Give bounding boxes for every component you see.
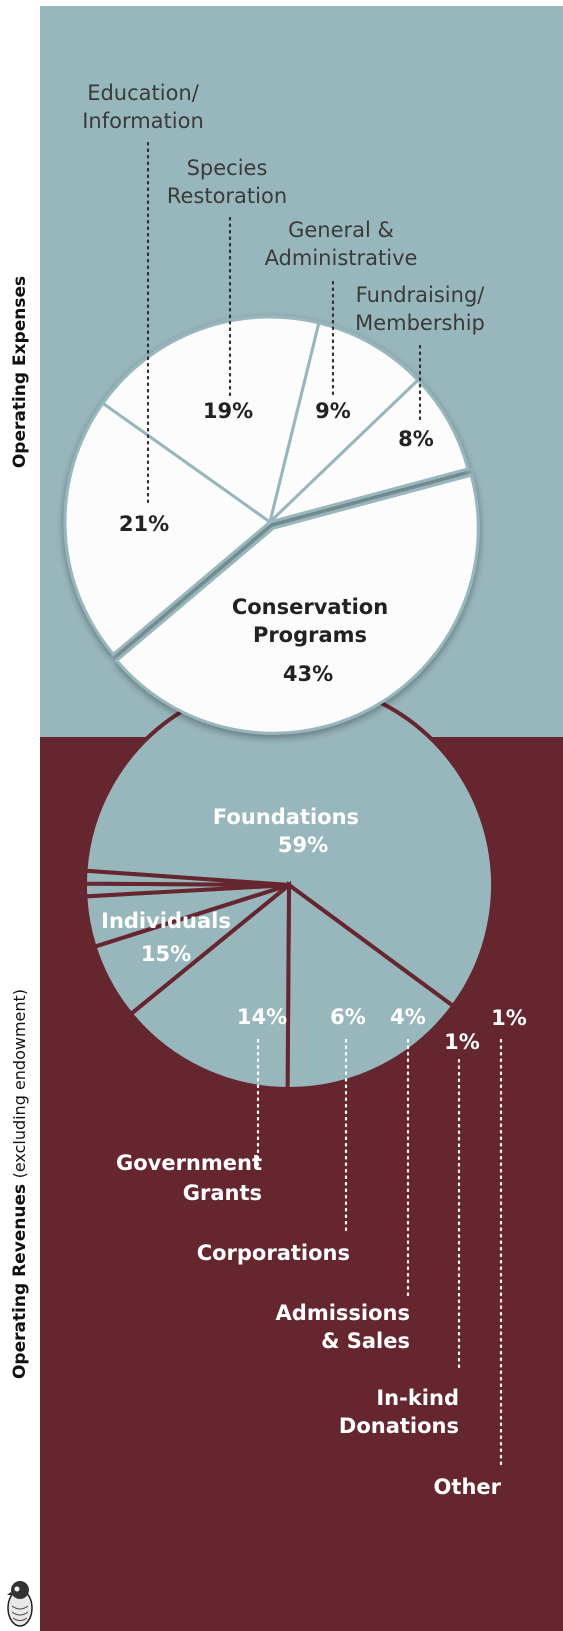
expense-value-fundraising: 8% (398, 427, 434, 451)
expense-label-conservation-programs: Conservation Programs (232, 595, 388, 647)
revenue-value-in-kind-donations: 1% (444, 1030, 480, 1054)
expense-value-education: 21% (119, 512, 169, 536)
revenue-value-individuals: 15% (141, 942, 191, 966)
expense-slice-conservation-programs (114, 473, 480, 735)
expense-value-species-restoration: 19% (203, 399, 253, 423)
revenue-label-in-kind-donations: In-kind Donations (339, 1386, 459, 1438)
revenue-label-corporations: Corporations (197, 1241, 350, 1265)
expense-value-conservation-programs: 43% (283, 662, 333, 686)
expense-slice-general-administrative (267, 321, 421, 527)
revenue-label-foundations: Foundations (213, 805, 359, 829)
falcon-logo (7, 1581, 33, 1627)
expense-label-fundraising: Fundraising/Membership (355, 283, 485, 335)
expense-label-species-restoration: Species Restoration (167, 156, 287, 208)
expense-label-general-administrative: General & Administrative (265, 218, 418, 270)
expense-label-education: Education/Information (82, 81, 204, 133)
revenue-slice-other (82, 868, 290, 887)
revenue-label-admissions-sales: Admissions & Sales (276, 1301, 410, 1353)
revenue-label-government-grants: Government Grants (116, 1151, 262, 1205)
expense-value-general-administrative: 9% (315, 399, 351, 423)
revenue-slice-government-grants (128, 880, 292, 1092)
revenue-slice-individuals (285, 881, 456, 1091)
revenue-value-foundations: 59% (278, 833, 328, 857)
revenue-label-other: Other (434, 1475, 502, 1499)
expense-slice-education-information (63, 401, 273, 657)
revenue-value-corporations: 6% (330, 1005, 366, 1029)
revenue-value-government-grants: 14% (237, 1005, 287, 1029)
expense-slice-fundraising-membership (268, 377, 470, 524)
revenue-value-other: 1% (491, 1006, 527, 1030)
expense-slice-species-restoration (100, 315, 321, 525)
revenue-value-admissions-sales: 4% (390, 1005, 426, 1029)
revenue-label-individuals: Individuals (101, 909, 231, 933)
